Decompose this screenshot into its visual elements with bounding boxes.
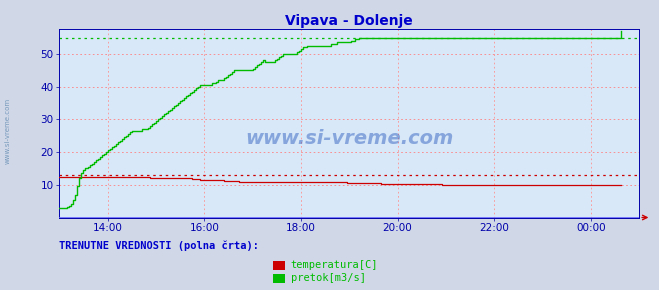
Title: Vipava - Dolenje: Vipava - Dolenje <box>285 14 413 28</box>
Text: TRENUTNE VREDNOSTI (polna črta):: TRENUTNE VREDNOSTI (polna črta): <box>59 241 259 251</box>
Text: temperatura[C]: temperatura[C] <box>291 260 378 270</box>
Text: www.si-vreme.com: www.si-vreme.com <box>245 129 453 148</box>
Text: pretok[m3/s]: pretok[m3/s] <box>291 273 366 283</box>
Text: www.si-vreme.com: www.si-vreme.com <box>5 97 11 164</box>
